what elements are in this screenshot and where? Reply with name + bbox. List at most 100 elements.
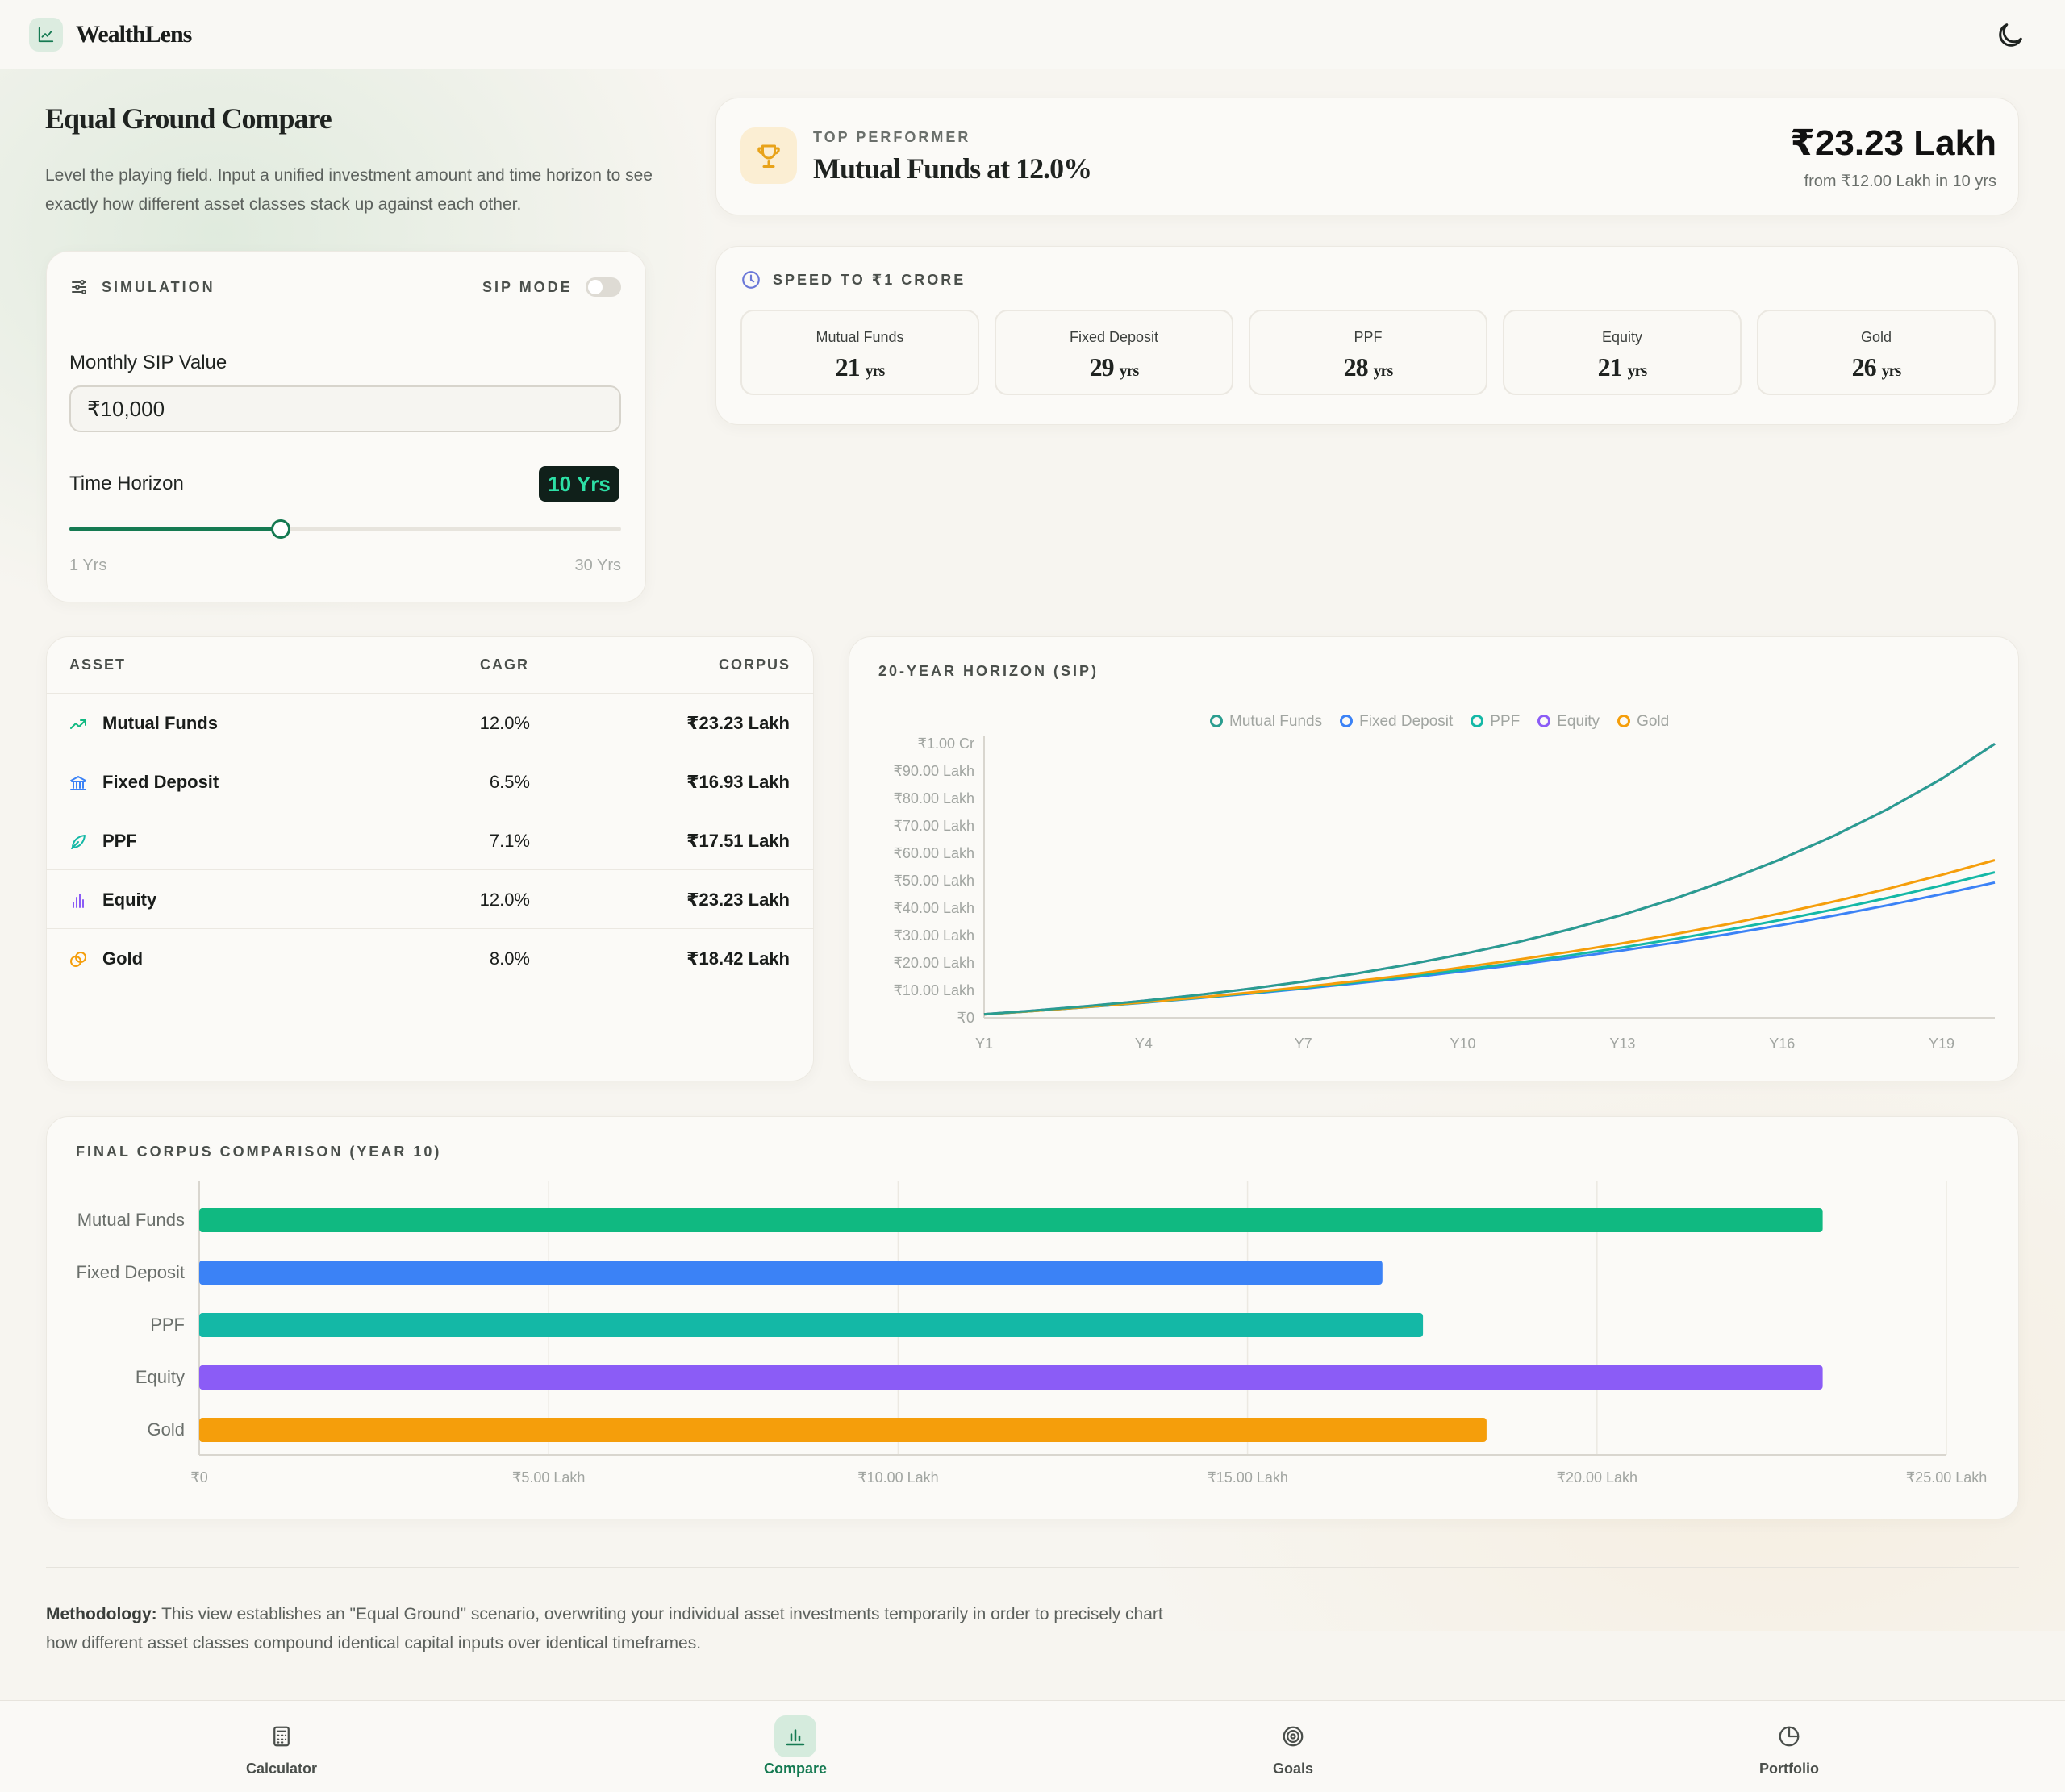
x-tick-label: Y16 — [1769, 1036, 1795, 1052]
nav-label: Calculator — [245, 1761, 318, 1777]
line-chart-title: 20-YEAR HORIZON (SIP) — [878, 663, 1099, 679]
methodology-note: Methodology: This view establishes an "E… — [46, 1600, 1175, 1658]
pie-chart-icon — [1768, 1715, 1810, 1757]
leaf-icon — [69, 832, 88, 852]
x-tick-label: Y13 — [1609, 1036, 1635, 1052]
legend-label: Gold — [1637, 713, 1670, 730]
series-line-mutual-funds — [983, 743, 1996, 1016]
asset-corpus: ₹23.23 Lakh — [686, 713, 790, 733]
table-header-corpus: CORPUS — [718, 656, 791, 673]
speed-tile: Gold 26 yrs — [1757, 310, 1996, 395]
y-tick-label: ₹50.00 Lakh — [893, 873, 974, 889]
legend-item[interactable]: Fixed Deposit — [1340, 713, 1453, 731]
speed-tile-name: Equity — [1601, 329, 1643, 345]
y-tick-label: ₹10.00 Lakh — [893, 982, 974, 998]
sip-mode-toggle[interactable] — [586, 277, 621, 297]
brand[interactable]: WealthLens — [29, 18, 192, 52]
x-tick-label: Y7 — [1295, 1036, 1312, 1052]
table-row[interactable]: Fixed Deposit 6.5% ₹16.93 Lakh — [46, 752, 814, 811]
legend-marker — [1617, 715, 1631, 727]
asset-name: Fixed Deposit — [102, 772, 219, 792]
speed-tile-value: 21 yrs — [1504, 352, 1740, 382]
bar-category-label: PPF — [150, 1315, 185, 1335]
line-chart: ₹0 ₹10.00 Lakh ₹20.00 Lakh ₹30.00 Lakh ₹40.0… — [893, 736, 1996, 1052]
slider-thumb[interactable] — [271, 519, 291, 539]
x-tick-label: ₹25.00 Lakh — [1906, 1469, 1988, 1486]
bar-equity[interactable] — [199, 1365, 1823, 1390]
y-tick-label: ₹40.00 Lakh — [893, 900, 974, 916]
asset-name: Gold — [102, 948, 144, 969]
methodology-text: This view establishes an "Equal Ground" … — [46, 1605, 1163, 1652]
bar-category-label: Gold — [148, 1419, 185, 1440]
bar-ppf[interactable] — [199, 1313, 1424, 1337]
speed-tile: PPF 28 yrs — [1249, 310, 1487, 395]
legend-label: Mutual Funds — [1229, 713, 1323, 730]
bar-chart-icon — [774, 1715, 816, 1757]
nav-label: Goals — [1272, 1761, 1314, 1777]
nav-goals[interactable]: Goals — [1212, 1715, 1374, 1777]
slider-min-label: 1 Yrs — [69, 556, 107, 574]
page-subtitle: Level the playing field. Input a unified… — [45, 166, 653, 214]
x-tick-label: ₹15.00 Lakh — [1207, 1469, 1288, 1486]
speed-tile-unit: yrs — [1373, 362, 1394, 380]
x-tick-label: ₹0 — [190, 1469, 207, 1486]
speed-tile-unit: yrs — [1881, 362, 1902, 380]
asset-name: PPF — [102, 831, 137, 851]
target-icon — [1272, 1715, 1314, 1757]
speed-tile-years: 28 — [1343, 352, 1369, 381]
sliders-icon — [69, 277, 89, 301]
x-tick-label: ₹5.00 Lakh — [512, 1469, 586, 1486]
table-row[interactable]: Mutual Funds 12.0% ₹23.23 Lakh — [46, 693, 814, 752]
bar-chart-icon — [69, 891, 88, 911]
table-header-asset: ASSET — [69, 656, 127, 673]
asset-cagr: 6.5% — [489, 772, 530, 792]
divider — [46, 1567, 2019, 1568]
bar-gold[interactable] — [199, 1418, 1487, 1442]
bar-category-label: Equity — [136, 1367, 185, 1387]
asset-table-card — [46, 636, 814, 1081]
nav-compare[interactable]: Compare — [715, 1715, 876, 1777]
asset-corpus: ₹16.93 Lakh — [686, 772, 790, 792]
monthly-sip-input[interactable]: ₹10,000 — [69, 385, 621, 432]
nav-calculator[interactable]: Calculator — [201, 1715, 362, 1777]
page-title: Equal Ground Compare — [45, 102, 332, 135]
legend-item[interactable]: Equity — [1537, 713, 1600, 731]
x-tick-label: ₹10.00 Lakh — [857, 1469, 939, 1486]
series-line-ppf — [983, 871, 1996, 1016]
coins-icon — [69, 950, 88, 969]
legend-item[interactable]: PPF — [1471, 713, 1520, 731]
speed-tile-name: Gold — [1860, 329, 1892, 345]
legend-marker — [1210, 715, 1223, 727]
top-bar: WealthLens — [0, 0, 2065, 69]
legend-item[interactable]: Gold — [1617, 713, 1669, 731]
chart-line-icon — [29, 18, 63, 52]
y-tick-label: ₹1.00 Cr — [918, 736, 974, 752]
table-row[interactable]: Equity 12.0% ₹23.23 Lakh — [46, 869, 814, 928]
speed-tile-name: Fixed Deposit — [1069, 329, 1159, 345]
legend-marker — [1471, 715, 1484, 727]
asset-corpus: ₹18.42 Lakh — [686, 948, 790, 969]
top-performer-label: TOP PERFORMER — [813, 129, 971, 145]
speed-tile-name: Mutual Funds — [816, 329, 904, 345]
table-row[interactable]: PPF 7.1% ₹17.51 Lakh — [46, 811, 814, 869]
legend-label: Equity — [1557, 713, 1600, 730]
line-chart-card — [849, 636, 2019, 1081]
time-horizon-slider[interactable] — [69, 519, 621, 539]
bar-fixed-deposit[interactable] — [199, 1261, 1383, 1285]
clock-icon — [740, 269, 761, 294]
bar-mutual-funds[interactable] — [199, 1208, 1823, 1232]
speed-tile-value: 26 yrs — [1758, 352, 1994, 382]
nav-portfolio[interactable]: Portfolio — [1708, 1715, 1870, 1777]
asset-corpus: ₹23.23 Lakh — [686, 890, 790, 910]
legend-item[interactable]: Mutual Funds — [1210, 713, 1322, 731]
top-performer-card — [715, 98, 2019, 215]
y-tick-label: ₹80.00 Lakh — [893, 790, 974, 806]
moon-icon[interactable] — [1994, 19, 2026, 52]
asset-cagr: 12.0% — [479, 713, 530, 733]
trending-up-icon — [69, 715, 88, 734]
speed-tile-value: 21 yrs — [742, 352, 978, 382]
asset-cagr: 8.0% — [489, 948, 530, 969]
table-row[interactable]: Gold 8.0% ₹18.42 Lakh — [46, 928, 814, 987]
slider-fill — [69, 527, 282, 531]
speed-tile-name: PPF — [1354, 329, 1383, 345]
